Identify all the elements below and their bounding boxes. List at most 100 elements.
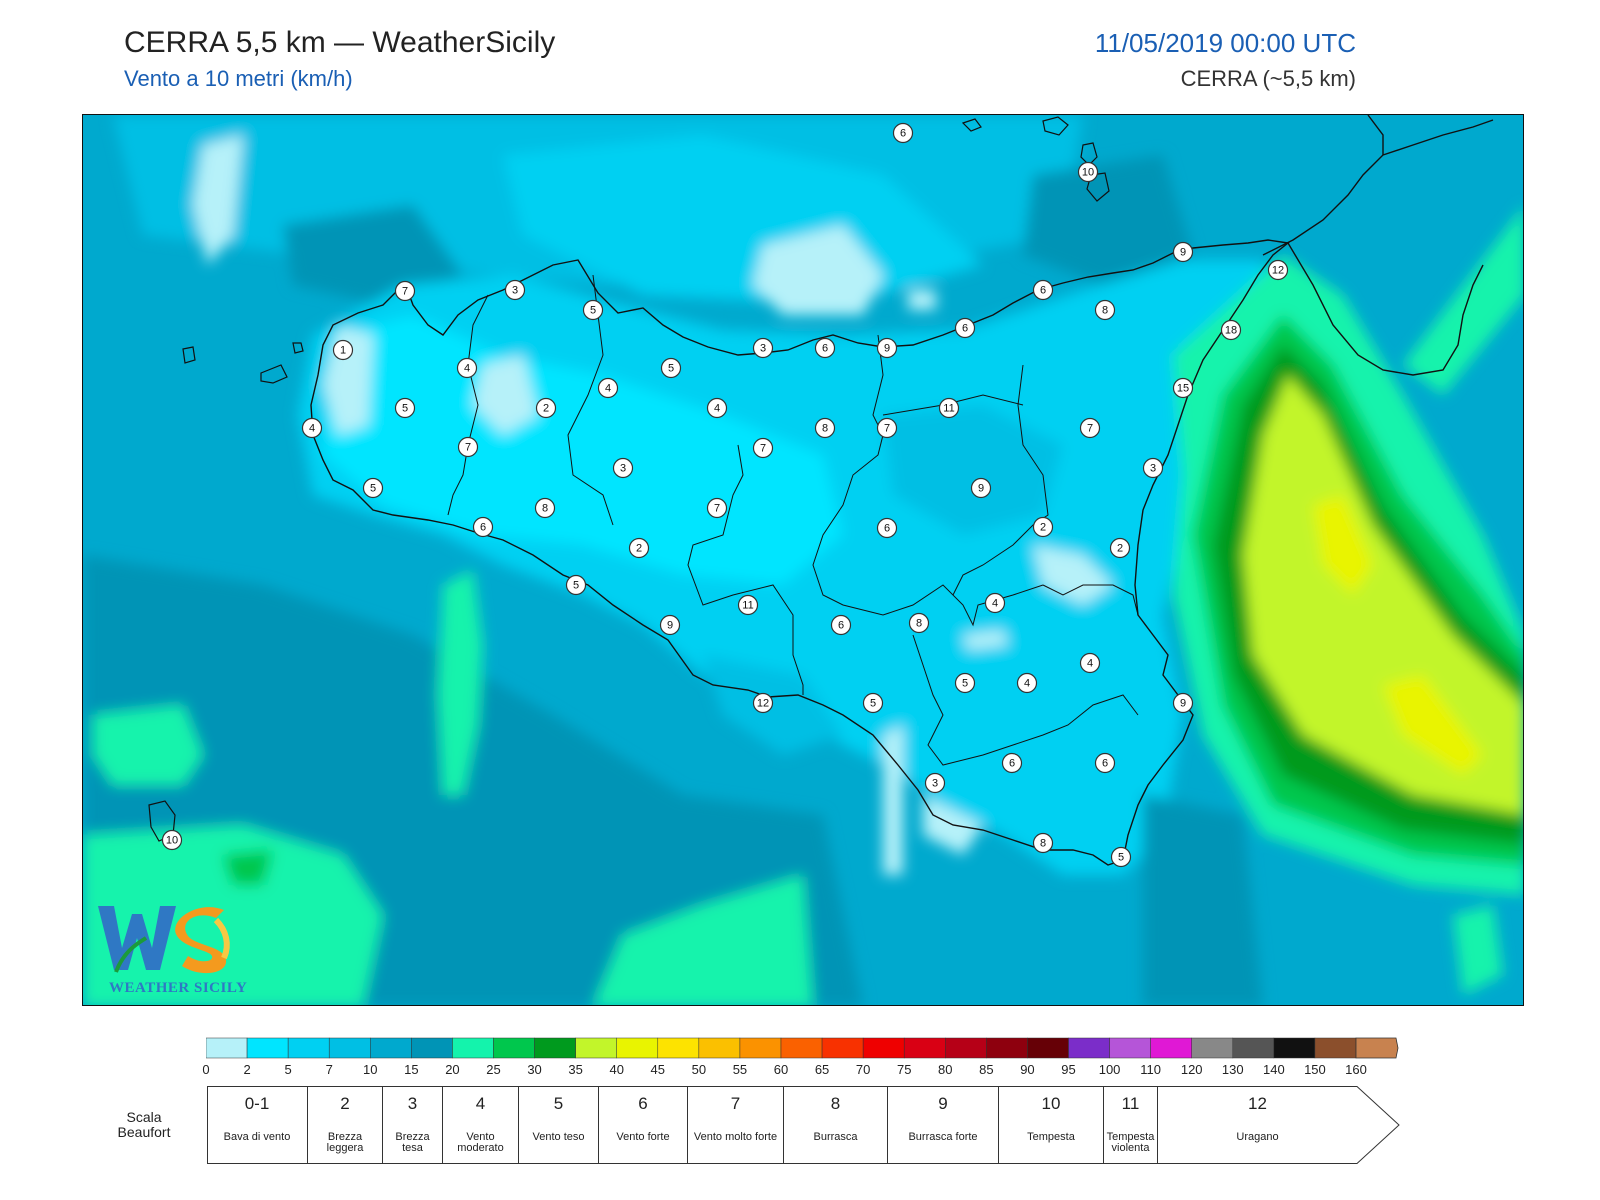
wind-value-label: 8 [1094, 299, 1116, 321]
wind-value-label: 2 [1032, 516, 1054, 538]
color-scale-swatch [1150, 1037, 1192, 1059]
color-scale-swatch [780, 1037, 823, 1059]
wind-value-label: 6 [892, 122, 914, 144]
wind-value-text: 12 [757, 698, 769, 710]
wind-value-label: 3 [752, 337, 774, 359]
beaufort-name: Burrasca [813, 1131, 858, 1143]
wind-value-label: 2 [628, 537, 650, 559]
beaufort-number: 3 [407, 1094, 418, 1113]
beaufort-level: 8 Burrasca [783, 1086, 887, 1164]
wind-value-text: 10 [1082, 167, 1094, 179]
wind-value-label: 4 [301, 417, 323, 439]
wind-value-text: 7 [760, 443, 766, 455]
wind-value-label: 6 [1094, 752, 1116, 774]
wind-value-text: 3 [1150, 463, 1156, 475]
wind-value-text: 2 [543, 403, 549, 415]
wind-value-label: 5 [1110, 846, 1132, 868]
wind-value-label: 5 [565, 574, 587, 596]
beaufort-number: 12 [1248, 1094, 1267, 1113]
wind-value-text: 8 [822, 423, 828, 435]
color-scale-tick-label: 85 [979, 1062, 994, 1077]
wind-value-label: 9 [1172, 241, 1194, 263]
color-scale-swatch [1314, 1037, 1357, 1059]
wind-value-text: 5 [573, 580, 579, 592]
color-scale-swatch [534, 1037, 576, 1059]
wind-value-label: 5 [862, 692, 884, 714]
beaufort-number: 11 [1121, 1094, 1140, 1113]
beaufort-name: Brezza tesa [395, 1131, 430, 1154]
color-scale-tick-label: 10 [363, 1062, 378, 1077]
wind-value-label: 2 [1109, 537, 1131, 559]
wind-value-text: 6 [962, 323, 968, 335]
wind-value-text: 11 [943, 403, 954, 415]
color-scale-tick-label: 75 [896, 1062, 912, 1077]
wind-value-label: 8 [534, 497, 556, 519]
wind-value-text: 6 [1040, 285, 1046, 297]
wind-value-text: 9 [1180, 698, 1186, 710]
color-scale-tick-label: 140 [1262, 1062, 1285, 1077]
wind-value-text: 5 [402, 403, 408, 415]
wind-value-label: 7 [876, 417, 898, 439]
color-scale-swatch [903, 1037, 946, 1059]
wind-value-text: 6 [1009, 758, 1015, 770]
wind-value-label: 12 [1267, 259, 1289, 281]
beaufort-name: Burrasca forte [908, 1131, 978, 1143]
beaufort-name: Tempesta violenta [1106, 1131, 1155, 1154]
wind-value-text: 6 [900, 128, 906, 140]
color-scale-tick-label: 15 [404, 1062, 419, 1077]
color-scale-swatch [616, 1037, 659, 1059]
beaufort-level: 3 Brezza tesa [382, 1086, 442, 1164]
color-scale-arrow [1355, 1037, 1399, 1059]
map-subtitle: Vento a 10 metri (km/h) [124, 66, 353, 91]
wind-value-label: 4 [706, 397, 728, 419]
color-scale-swatch [986, 1037, 1028, 1059]
color-scale-tick-label: 90 [1020, 1062, 1035, 1077]
calabria-coastline [1262, 115, 1494, 376]
beaufort-name: Vento molto forte [693, 1131, 778, 1143]
wind-value-text: 4 [1087, 658, 1093, 670]
wind-value-text: 6 [838, 620, 844, 632]
color-scale-swatch [1027, 1037, 1069, 1059]
wind-value-text: 5 [370, 483, 376, 495]
wind-value-text: 3 [760, 343, 766, 355]
color-scale-tick-label: 80 [938, 1062, 953, 1077]
beaufort-name: Vento teso [532, 1131, 585, 1143]
wind-value-text: 6 [480, 522, 486, 534]
wind-value-label: 4 [1079, 652, 1101, 674]
wind-value-text: 5 [870, 698, 876, 710]
wind-value-text: 7 [884, 423, 890, 435]
wind-value-label: 5 [582, 299, 604, 321]
wind-value-label: 3 [924, 772, 946, 794]
wind-value-text: 1 [340, 345, 346, 357]
color-scale-swatch [1068, 1037, 1110, 1059]
wind-value-text: 4 [605, 383, 611, 395]
beaufort-name: Vento forte [616, 1131, 670, 1143]
wind-value-label: 6 [814, 337, 836, 359]
wind-value-label: 4 [456, 357, 478, 379]
color-scale-tick-label: 7 [325, 1062, 333, 1077]
wind-value-label: 18 [1220, 319, 1242, 341]
color-scale-tick-label: 70 [855, 1062, 871, 1077]
wind-value-text: 3 [932, 778, 938, 790]
wind-value-text: 7 [465, 442, 471, 454]
wind-value-text: 8 [542, 503, 548, 515]
wind-value-label: 9 [659, 614, 681, 636]
wind-value-text: 11 [742, 600, 753, 612]
beaufort-level: 7 Vento molto forte [687, 1086, 783, 1164]
wind-value-label: 11 [737, 594, 759, 616]
wind-value-label: 7 [752, 437, 774, 459]
wind-value-text: 3 [620, 463, 626, 475]
beaufort-level: 12 Uragano [1157, 1086, 1357, 1164]
color-scale-swatch [1232, 1037, 1275, 1059]
wind-value-text: 3 [512, 285, 518, 297]
wind-value-label: 3 [504, 279, 526, 301]
wind-value-text: 8 [1040, 838, 1046, 850]
beaufort-level: 9 Burrasca forte [887, 1086, 998, 1164]
wind-value-text: 5 [962, 678, 968, 690]
wind-value-text: 9 [884, 343, 890, 355]
wind-color-scale [206, 1037, 1399, 1059]
beaufort-number: 6 [638, 1094, 648, 1113]
color-scale-tick-label: 20 [445, 1062, 460, 1077]
beaufort-name: Tempesta [1027, 1131, 1075, 1143]
wind-value-label: 5 [362, 477, 384, 499]
